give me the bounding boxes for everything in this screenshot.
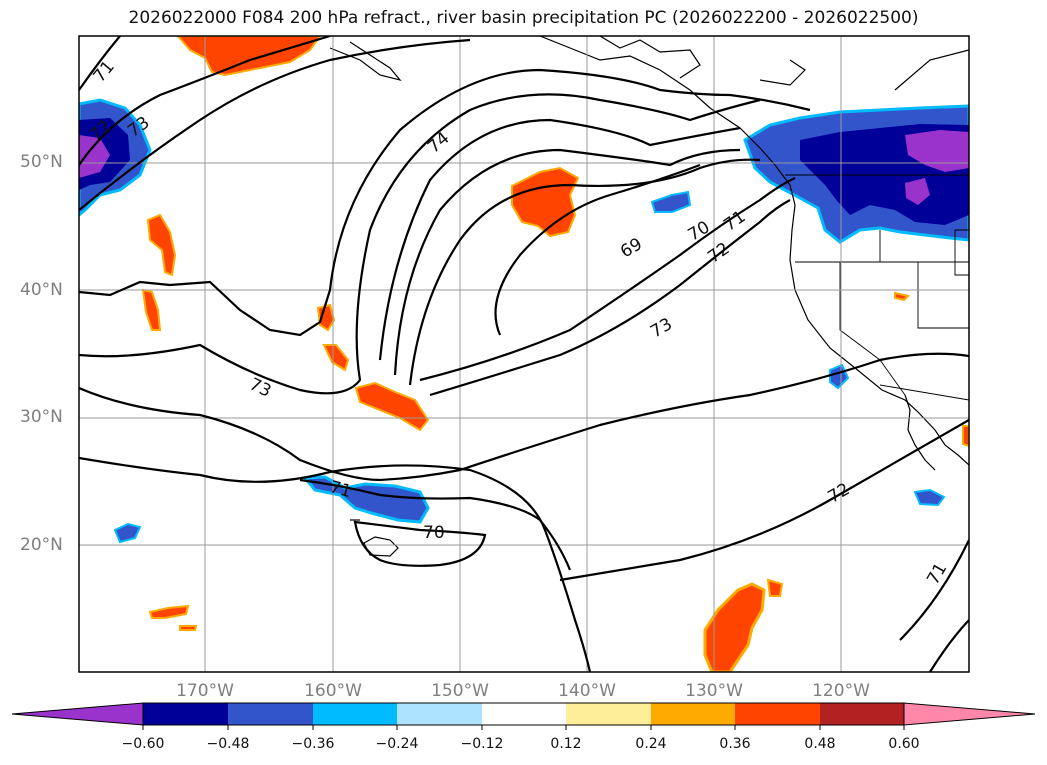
contour-label: 70	[685, 217, 714, 245]
map-gridlines	[79, 36, 969, 672]
precip-positive-area	[354, 381, 430, 432]
lon-label-170w: 170°W	[176, 681, 234, 701]
precip-positive-area	[511, 166, 580, 238]
contour-label: 73	[647, 314, 676, 342]
colorbar-tick-label: −0.12	[460, 736, 504, 752]
lon-label-150w: 150°W	[431, 681, 489, 701]
contour-label: 71	[923, 560, 951, 589]
contour-label: 71	[89, 57, 118, 86]
colorbar-segment	[735, 703, 820, 725]
precip-negative-core	[905, 178, 930, 205]
lat-label-50n: 50°N	[20, 152, 63, 172]
precip-negative-area	[650, 190, 692, 213]
colorbar-segment	[228, 703, 313, 725]
lon-label-140w: 140°W	[558, 681, 616, 701]
precip-positive-area	[894, 291, 910, 302]
map-title: 2026022000 F084 200 hPa refract., river …	[128, 8, 919, 28]
precip-positive-area	[148, 604, 190, 619]
precip-positive-area	[703, 582, 766, 672]
precip-positive-area	[146, 213, 177, 277]
colorbar-segment	[313, 703, 397, 725]
precip-negative-core	[79, 135, 110, 178]
colorbar-tick-label: 0.48	[804, 736, 836, 752]
lon-label-130w: 130°W	[685, 681, 743, 701]
political-boundaries	[785, 174, 969, 401]
precip-positive-area	[322, 344, 350, 372]
precip-shading	[79, 36, 969, 672]
precip-positive-area	[962, 425, 969, 448]
lat-label-30n: 30°N	[20, 407, 63, 427]
colorbar-segment	[397, 703, 482, 725]
colorbar-extend-high	[903, 702, 1036, 726]
colorbar-segment	[820, 703, 904, 725]
precip-negative-area	[913, 488, 946, 507]
contour-label: 70	[423, 523, 445, 543]
lon-label-160w: 160°W	[304, 681, 362, 701]
map-frame	[78, 35, 970, 673]
precip-negative-area	[113, 522, 142, 544]
colorbar-tick-label: −0.24	[375, 736, 419, 752]
contour-label: 74	[424, 128, 453, 157]
colorbar-tick-label: 0.12	[550, 736, 582, 752]
contour-label: 71	[720, 207, 749, 236]
colorbar-segment	[566, 703, 651, 725]
contour-label: 72	[825, 479, 854, 507]
precip-negative-area	[829, 363, 850, 390]
colorbar-segment	[143, 703, 228, 725]
refractivity-contours	[79, 36, 969, 672]
colorbar-segment	[651, 703, 735, 725]
precip-positive-area	[179, 625, 198, 631]
precip-positive-area	[141, 288, 162, 331]
colorbar	[11, 702, 1036, 730]
precip-negative-core	[905, 130, 969, 172]
precip-positive-area	[176, 36, 322, 77]
precip-positive-area	[766, 578, 784, 597]
colorbar-segment	[482, 703, 566, 725]
lat-label-40n: 40°N	[20, 280, 63, 300]
colorbar-tick-label: 0.24	[635, 736, 667, 752]
coastlines	[329, 36, 969, 557]
colorbar-tick-label: 0.60	[888, 736, 920, 752]
colorbar-tick-label: −0.48	[206, 736, 250, 752]
colorbar-extend-low	[11, 702, 144, 726]
contour-label: 69	[617, 234, 646, 262]
colorbar-tick-label: 0.36	[719, 736, 751, 752]
lat-label-20n: 20°N	[20, 535, 63, 555]
lon-label-120w: 120°W	[812, 681, 870, 701]
colorbar-tick-label: −0.36	[291, 736, 335, 752]
colorbar-tick-label: −0.60	[121, 736, 165, 752]
colorbar-outline	[142, 702, 905, 726]
